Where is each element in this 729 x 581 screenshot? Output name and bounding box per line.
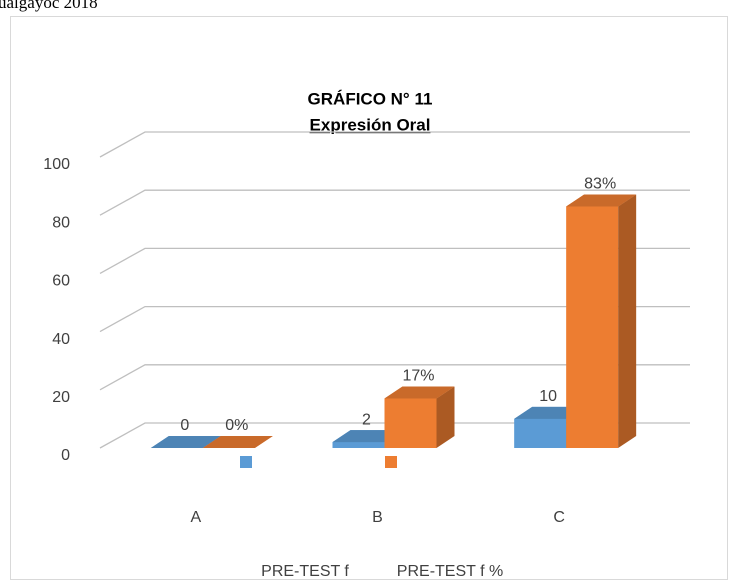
legend-swatch [240, 456, 252, 468]
bar [384, 386, 455, 448]
bar-side [618, 194, 637, 448]
bar-top [566, 194, 637, 207]
grid-line [99, 422, 690, 449]
y-tick-label: 60 [52, 273, 70, 290]
y-tick-label: 20 [52, 389, 70, 406]
grid-line [99, 305, 690, 333]
value-label: 0% [225, 417, 248, 434]
bar-top [150, 436, 221, 448]
value-label: 2 [362, 411, 371, 428]
x-tick-label: C [553, 509, 565, 526]
bar-top [384, 386, 455, 399]
legend-label: PRE-TEST f [261, 563, 349, 580]
legend-swatch [385, 456, 397, 468]
y-tick-label: 100 [43, 156, 70, 173]
grid-line [99, 189, 690, 216]
bar-top [202, 436, 273, 448]
value-label: 10 [539, 388, 557, 405]
bar [566, 194, 637, 448]
x-tick-label: B [372, 509, 383, 526]
grid-line [99, 247, 690, 274]
chart-subtitle: Expresión Oral [310, 115, 431, 134]
grid-line [99, 364, 690, 391]
header-text: ualgayoc 2018 [0, 0, 98, 12]
grid-line [99, 131, 690, 158]
value-label: 0 [180, 417, 189, 434]
chart-title: GRÁFICO N° 11 [308, 89, 433, 108]
bar-side [436, 386, 455, 448]
y-tick-label: 80 [52, 214, 70, 231]
value-label: 17% [402, 368, 434, 385]
legend-label: PRE-TEST f % [397, 563, 503, 580]
y-tick-label: 40 [52, 331, 70, 348]
y-tick-label: 0 [61, 447, 70, 464]
x-tick-label: A [190, 509, 201, 526]
value-label: 83% [584, 176, 616, 193]
